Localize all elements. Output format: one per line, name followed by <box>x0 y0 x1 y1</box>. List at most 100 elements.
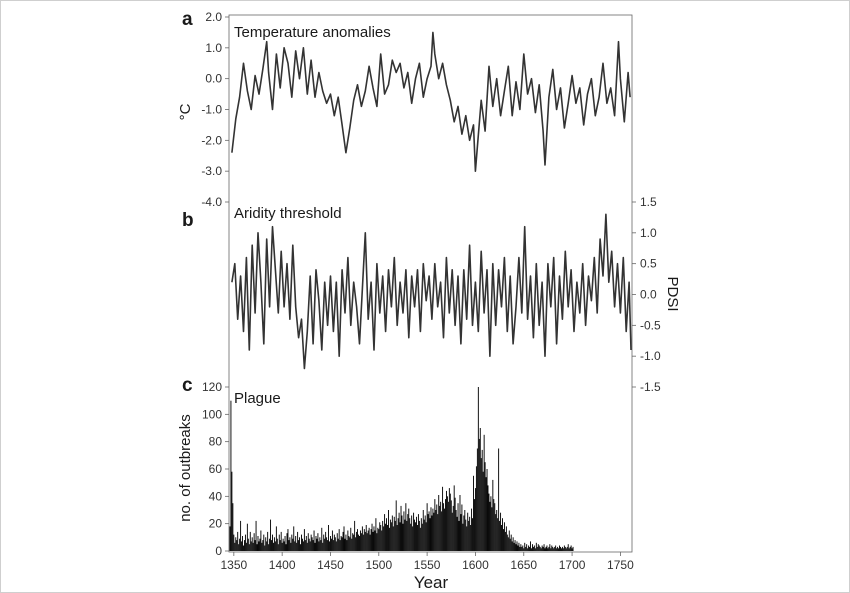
plague-bar <box>290 542 292 551</box>
plague-bar <box>509 538 511 551</box>
plague-bar <box>480 458 482 551</box>
plague-bar <box>251 537 253 551</box>
plague-bar <box>273 542 274 551</box>
plague-bar <box>425 522 427 551</box>
plague-bar <box>286 533 288 551</box>
plague-bar <box>458 520 460 551</box>
plague-bar <box>298 540 300 551</box>
plague-bar <box>380 525 382 551</box>
y-tick-label: 40 <box>209 489 223 503</box>
plague-bar <box>410 523 412 551</box>
plague-bar <box>540 548 542 551</box>
plague-bar <box>279 540 281 551</box>
plague-bar <box>400 505 402 551</box>
plague-bar <box>372 531 374 551</box>
plague-bar <box>325 531 327 551</box>
plague-bar <box>499 520 501 551</box>
plague-bar <box>342 531 344 551</box>
plague-bar <box>412 526 414 551</box>
plague-bar <box>556 548 558 551</box>
plague-bar <box>564 546 566 551</box>
plague-bar <box>399 522 401 551</box>
plague-bar <box>389 519 391 551</box>
plague-bar <box>336 533 338 551</box>
plague-bar <box>503 522 505 551</box>
plague-bar <box>462 523 464 551</box>
plague-bar <box>456 516 458 551</box>
plague-bar <box>281 542 283 551</box>
plague-bar <box>292 538 294 551</box>
plague-bar <box>277 544 279 551</box>
plague-bar <box>236 540 238 551</box>
plague-bar <box>453 485 455 551</box>
plague-bar <box>496 510 498 551</box>
plague-bar <box>234 542 236 551</box>
plague-bar <box>285 544 287 551</box>
plague-bar <box>231 471 233 551</box>
plague-bar <box>262 540 264 551</box>
plague-bar <box>238 544 240 551</box>
series-line <box>231 31 631 172</box>
x-tick-label: 1650 <box>510 558 537 572</box>
y-tick-label: 1.0 <box>640 226 657 240</box>
x-tick-label: 1750 <box>607 558 634 572</box>
plague-bar <box>424 515 426 551</box>
plague-bar <box>317 533 319 551</box>
plague-bar <box>308 538 310 551</box>
plague-bar <box>353 534 355 551</box>
plague-bar <box>361 526 363 551</box>
plague-bar <box>471 508 473 551</box>
plague-bar <box>244 540 245 551</box>
plague-bar <box>246 523 248 551</box>
plague-bar <box>411 515 413 551</box>
plot-frame <box>228 14 633 553</box>
plague-bar <box>370 529 372 551</box>
y-tick-label: 80 <box>209 435 223 449</box>
plague-bar <box>436 504 438 551</box>
plague-bar <box>309 541 311 551</box>
series-line <box>231 213 632 370</box>
plague-bar <box>266 541 268 551</box>
plague-bar <box>561 546 563 551</box>
plague-bar <box>232 503 234 551</box>
plague-bar <box>346 540 348 551</box>
plague-bar <box>566 546 568 551</box>
plague-bar <box>267 531 269 551</box>
plague-bar <box>376 533 378 551</box>
plague-bar <box>392 526 394 551</box>
plague-bar <box>434 499 436 551</box>
plague-bars <box>229 387 574 551</box>
plague-bar <box>319 537 321 551</box>
plague-bar <box>368 527 370 551</box>
plague-bar <box>558 548 560 551</box>
plague-bar <box>559 545 560 551</box>
plague-bar <box>414 519 416 551</box>
plague-bar <box>296 542 298 551</box>
plague-bar <box>295 536 297 551</box>
plague-bar <box>476 448 478 551</box>
plague-bar <box>510 534 512 551</box>
y-tick-label: -2.0 <box>201 133 222 147</box>
plague-bar <box>486 469 488 551</box>
plague-bar <box>305 536 307 551</box>
plague-bar <box>245 542 247 551</box>
y-tick-label: 100 <box>202 407 222 421</box>
plague-bar <box>303 529 305 551</box>
plague-bar <box>293 526 295 551</box>
plague-bar <box>547 548 549 551</box>
plague-bar <box>523 548 525 551</box>
plague-bar <box>554 546 556 551</box>
plague-bar <box>404 519 406 551</box>
plague-bar <box>388 527 390 551</box>
plague-bar <box>297 531 299 551</box>
plague-bar <box>465 519 467 551</box>
plague-bar <box>406 520 408 551</box>
plague-bar <box>283 541 285 551</box>
plague-bar <box>472 518 473 551</box>
plague-bar <box>477 387 479 551</box>
plague-bar <box>327 540 329 551</box>
plague-bar <box>357 529 358 551</box>
plague-bar <box>374 530 376 551</box>
plague-bar <box>332 540 334 551</box>
plague-bar <box>555 545 557 551</box>
